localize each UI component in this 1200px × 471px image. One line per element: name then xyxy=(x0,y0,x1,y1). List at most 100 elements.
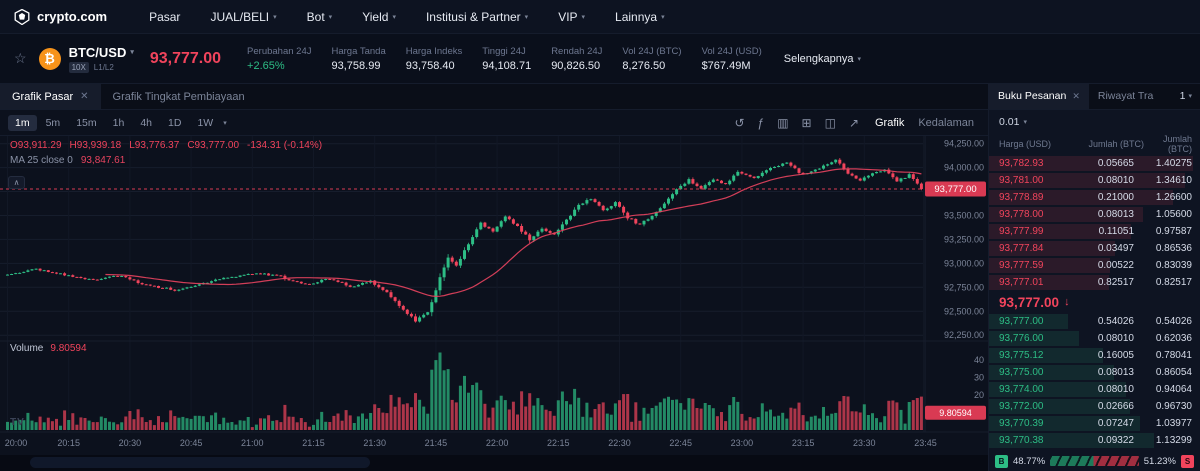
timeframe-5m[interactable]: 5m xyxy=(45,116,61,129)
orderbook-ask-row[interactable]: 93,782.93 0.05665 1.40275 xyxy=(989,155,1200,172)
bottom-strip xyxy=(0,455,988,471)
amount: 0.08010 xyxy=(1097,333,1134,345)
snapshot-icon[interactable]: ◫ xyxy=(824,115,836,130)
depth-bar xyxy=(989,173,1185,189)
timeframe-15m[interactable]: 15m xyxy=(76,116,97,129)
svg-text:22:15: 22:15 xyxy=(547,438,570,448)
grid-layout-icon[interactable]: ⊞ xyxy=(801,115,812,130)
timeframe-4h[interactable]: 4h xyxy=(140,116,152,129)
selengkapnya-label: Selengkapnya xyxy=(783,52,854,65)
orderbook-ask-row[interactable]: 93,778.00 0.08013 1.05600 xyxy=(989,206,1200,223)
stat-perubahan-24j: Perubahan 24J +2.65% xyxy=(247,46,311,72)
brand[interactable]: crypto.com xyxy=(14,8,107,25)
stat-harga-indeks: Harga Indeks 93,758.40 xyxy=(406,46,463,72)
undo-icon[interactable]: ↺ xyxy=(734,115,745,130)
svg-text:20:15: 20:15 xyxy=(57,438,80,448)
selengkapnya-link[interactable]: Selengkapnya ▾ xyxy=(784,53,861,65)
nav-item-lainnya[interactable]: Lainnya ▾ xyxy=(615,10,665,24)
tab-riwayat-tra[interactable]: Riwayat Tra xyxy=(1089,84,1162,109)
nav-item-jual-beli[interactable]: JUAL/BELI ▾ xyxy=(210,10,276,24)
ohlc-legend: O93,911.29 H93,939.18 L93,776.37 C93,777… xyxy=(10,140,322,151)
indicators-icon[interactable]: ƒ xyxy=(757,115,765,130)
tab-buku-pesanan[interactable]: Buku Pesanan ✕ xyxy=(989,84,1089,109)
ma-value: 93,847.61 xyxy=(80,155,126,166)
close-icon[interactable]: ✕ xyxy=(80,91,89,102)
nav-item-label: VIP xyxy=(558,9,578,24)
pair-selector[interactable]: BTC/USD ▾ xyxy=(69,45,134,60)
orderbook-column-headers: Harga (USD) Jumlah (BTC) Jumlah (BTC) xyxy=(989,134,1200,156)
stat-vol-24j-btc: Vol 24J (BTC) 8,276.50 xyxy=(622,46,681,72)
nav-item-label: JUAL/BELI xyxy=(210,9,270,24)
tab-grafik-pasar[interactable]: Grafik Pasar ✕ xyxy=(0,84,101,109)
orderbook-bid-row[interactable]: 93,776.00 0.08010 0.62036 xyxy=(989,330,1200,347)
timeframe-1d[interactable]: 1D xyxy=(168,116,182,129)
buy-badge: B xyxy=(995,454,1008,468)
view-tab-kedalaman[interactable]: Kedalaman xyxy=(918,116,974,129)
chevron-down-icon: ▾ xyxy=(857,55,861,63)
orderbook-bid-row[interactable]: 93,774.00 0.08010 0.94064 xyxy=(989,381,1200,398)
timeframe-dropdown-icon[interactable]: ▾ xyxy=(223,119,227,127)
orderbook-bid-row[interactable]: 93,770.39 0.07247 1.03977 xyxy=(989,415,1200,432)
orderbook-bid-row[interactable]: 93,775.00 0.08013 0.86054 xyxy=(989,364,1200,381)
fullscreen-icon[interactable]: ↗ xyxy=(848,115,859,130)
nav-menu: Pasar JUAL/BELI ▾ Bot ▾ Yield ▾ Institusi & Par… xyxy=(149,10,665,24)
orderbook-page-selector[interactable]: 1 ▾ xyxy=(1172,84,1200,109)
chevron-down-icon: ▾ xyxy=(392,13,396,21)
orderbook-mid-price[interactable]: 93,777.00 ↓ xyxy=(989,291,1200,313)
svg-text:20: 20 xyxy=(974,390,984,400)
stat-value: 94,108.71 xyxy=(482,59,532,72)
ticker-bar: ☆ ₿ BTC/USD ▾ 10X L1/L2 93,777.00 Peruba… xyxy=(0,34,1200,84)
amount: 0.16005 xyxy=(1097,350,1134,362)
timeframe-1w[interactable]: 1W xyxy=(197,116,214,129)
timeframe-1h[interactable]: 1h xyxy=(112,116,125,129)
tab-label: Grafik Pasar xyxy=(12,90,74,103)
svg-text:30: 30 xyxy=(974,373,984,383)
view-tab-grafik[interactable]: Grafik xyxy=(875,116,905,129)
depth-bar xyxy=(989,348,1103,364)
chevron-down-icon: ▾ xyxy=(273,13,277,21)
nav-item-pasar[interactable]: Pasar xyxy=(149,10,180,24)
timeframe-1m[interactable]: 1m xyxy=(8,114,37,131)
nav-item-vip[interactable]: VIP ▾ xyxy=(558,10,585,24)
svg-text:93,500.00: 93,500.00 xyxy=(944,211,984,221)
nav-item-bot[interactable]: Bot ▾ xyxy=(307,10,333,24)
sell-percent: 51.23% xyxy=(1143,455,1176,467)
collapse-indicator-button[interactable]: ∧ xyxy=(8,176,25,189)
price: 93,782.93 xyxy=(999,158,1044,170)
svg-text:21:45: 21:45 xyxy=(425,438,448,448)
crypto-com-logo-icon xyxy=(14,8,30,25)
amount: 0.11051 xyxy=(1098,226,1134,238)
price: 93,775.00 xyxy=(999,367,1044,379)
amount: 0.54026 xyxy=(1097,316,1134,328)
orderbook-asks: 93,782.93 0.05665 1.40275 93,781.00 0.08010 1… xyxy=(989,155,1200,291)
nav-item-yield[interactable]: Yield ▾ xyxy=(362,10,396,24)
orderbook-ask-row[interactable]: 93,777.99 0.11051 0.97587 xyxy=(989,223,1200,240)
svg-text:23:00: 23:00 xyxy=(731,438,754,448)
orderbook-ask-row[interactable]: 93,778.89 0.21000 1.26600 xyxy=(989,189,1200,206)
ticker-stats: Perubahan 24J +2.65% Harga Tanda 93,758.99 H… xyxy=(247,46,762,72)
chevron-down-icon: ▾ xyxy=(130,49,134,56)
orderbook-bid-row[interactable]: 93,770.38 0.09322 1.13299 xyxy=(989,432,1200,449)
orderbook-bid-row[interactable]: 93,772.00 0.02666 0.96730 xyxy=(989,398,1200,415)
total: 1.03977 xyxy=(1155,418,1192,430)
favorite-star-icon[interactable]: ☆ xyxy=(14,50,27,66)
orderbook-ask-row[interactable]: 93,781.00 0.08010 1.34610 xyxy=(989,172,1200,189)
candlestick-chart[interactable]: 93,777.00 9.80594 94,250.00 94,000.00 93,500… xyxy=(0,136,988,455)
chart-tool-icons: ↺ ƒ ▥ ⊞ ◫ ↗ xyxy=(734,117,859,129)
orderbook-bid-row[interactable]: 93,775.12 0.16005 0.78041 xyxy=(989,347,1200,364)
amount: 0.08013 xyxy=(1097,209,1134,221)
svg-text:22:45: 22:45 xyxy=(669,438,692,448)
orderbook-ask-row[interactable]: 93,777.84 0.03497 0.86536 xyxy=(989,240,1200,257)
precision-selector[interactable]: 0.01 ▾ xyxy=(989,110,1200,134)
close-icon[interactable]: ✕ xyxy=(1072,90,1080,101)
buy-sell-ratio: B 48.77% 51.23% S xyxy=(995,451,1194,471)
orderbook-ask-row[interactable]: 93,777.01 0.82517 0.82517 xyxy=(989,274,1200,291)
candle-style-icon[interactable]: ▥ xyxy=(777,115,789,130)
ohlc-open: O93,911.29 xyxy=(10,140,62,151)
nav-item-institusi-partner[interactable]: Institusi & Partner ▾ xyxy=(426,10,528,24)
total: 1.26600 xyxy=(1155,192,1192,204)
orderbook-bid-row[interactable]: 93,777.00 0.54026 0.54026 xyxy=(989,313,1200,330)
tab-grafik-tingkat-pembiayaan[interactable]: Grafik Tingkat Pembiayaan xyxy=(101,84,257,109)
ma-legend: MA 25 close 0 93,847.61 xyxy=(10,155,125,166)
orderbook-ask-row[interactable]: 93,777.59 0.00522 0.83039 xyxy=(989,257,1200,274)
